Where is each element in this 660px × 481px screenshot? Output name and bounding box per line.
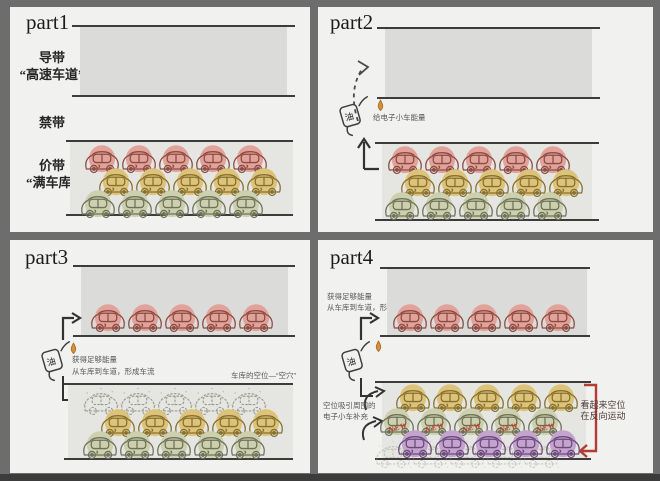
purple-car: NEW	[424, 421, 472, 461]
green-car	[189, 189, 229, 221]
conduction-band	[385, 28, 592, 98]
band-edge-line	[375, 381, 591, 383]
pump-caption: 给电子小车能量	[373, 113, 426, 122]
green-car	[456, 191, 496, 223]
red-car	[236, 303, 276, 335]
band-edge-line	[375, 142, 599, 144]
green-car	[117, 430, 157, 462]
panel-title: part1	[26, 10, 70, 34]
green-car	[152, 189, 192, 221]
car-row-red-conduction	[88, 303, 273, 335]
fuel-pump-icon	[334, 93, 368, 139]
conduction-band	[80, 26, 287, 96]
panel-title: part3	[25, 245, 69, 269]
fuel-drop-icon	[69, 342, 78, 355]
elbow-arrow-icon	[359, 312, 381, 340]
panel-title: part2	[330, 10, 374, 34]
curved-arrow-icon	[361, 416, 384, 441]
forbidden-band-label: 禁带	[38, 115, 65, 130]
red-car	[501, 303, 541, 335]
band-edge-line	[380, 267, 590, 269]
green-car	[226, 189, 266, 221]
purple-car: NEW	[461, 421, 509, 461]
valence-band-label: 价带 “满车库”	[25, 158, 78, 190]
conduction-band-label: 导带 “高速车道”	[19, 50, 85, 82]
up-arrow-icon	[357, 137, 379, 171]
fill-note-line2: 电子小车补充	[323, 412, 368, 421]
reverse-note: 看起来空位 在反向运动	[580, 400, 626, 421]
energy-note-line1: 获得足够能量	[72, 355, 117, 364]
fuel-drop-icon	[374, 340, 383, 353]
band-edge-line	[72, 95, 295, 97]
car-row-red-conduction	[390, 303, 575, 335]
red-car	[538, 303, 578, 335]
energy-note-line2: 从车库到车道，形成车流	[72, 367, 155, 376]
green-car	[530, 191, 570, 223]
panel-part3: part3 获得足够能量 从车库到车道，形成车流 车库的空位—“空穴”	[10, 240, 310, 473]
band-edge-line	[64, 383, 293, 385]
red-car	[464, 303, 504, 335]
purple-car: NEW	[535, 421, 583, 461]
green-car	[115, 189, 155, 221]
band-edge-line	[377, 27, 600, 29]
band-edge-line	[72, 25, 295, 27]
band-edge-line	[377, 97, 600, 99]
purple-car: NEW	[498, 421, 546, 461]
hole-label: 车库的空位—“空穴”	[231, 371, 296, 380]
red-car	[125, 303, 165, 335]
green-car	[154, 430, 194, 462]
band-edge-line	[380, 335, 590, 337]
frame-bottom-bar	[0, 474, 660, 481]
car-row-green	[80, 430, 265, 462]
band-edge-line	[73, 335, 295, 337]
panel-part1: part1 导带 “高速车道” 禁带 价带 “满车库”	[10, 7, 310, 232]
elbow-arrow-icon	[61, 312, 83, 340]
red-car	[88, 303, 128, 335]
car-row-purple-new: NEW NEW NEW NEW NEW	[387, 421, 583, 461]
green-car	[191, 430, 231, 462]
green-car	[78, 189, 118, 221]
band-edge-line	[64, 458, 293, 460]
dashed-energy-arrow-icon	[352, 60, 370, 122]
fuel-drop-icon	[376, 99, 385, 112]
car-row-green	[78, 189, 263, 221]
band-edge-line	[375, 219, 599, 221]
band-edge-line	[73, 265, 295, 267]
panel-title: part4	[330, 245, 374, 269]
curved-arrow-icon	[363, 386, 386, 411]
panel-part4: part4 获得足够能量 从车库到车道，形成车流 空位吸引周围的 电子小车补充 …	[318, 240, 653, 473]
panel-part2: part2 给电子小车能量	[318, 7, 653, 232]
energy-note-line2: 从车库到车道，形成车流	[327, 303, 410, 312]
fill-note-line1: 空位吸引周围的	[323, 401, 376, 410]
purple-car: NEW	[387, 421, 435, 461]
green-car	[419, 191, 459, 223]
green-car	[228, 430, 268, 462]
red-car	[427, 303, 467, 335]
green-car	[493, 191, 533, 223]
red-car	[162, 303, 202, 335]
car-row-green	[382, 191, 567, 223]
green-car	[80, 430, 120, 462]
reverse-motion-bracket	[579, 383, 598, 458]
green-car	[382, 191, 422, 223]
red-car	[199, 303, 239, 335]
band-edge-line	[66, 140, 293, 142]
energy-note-line1: 获得足够能量	[327, 292, 372, 301]
red-car	[390, 303, 430, 335]
